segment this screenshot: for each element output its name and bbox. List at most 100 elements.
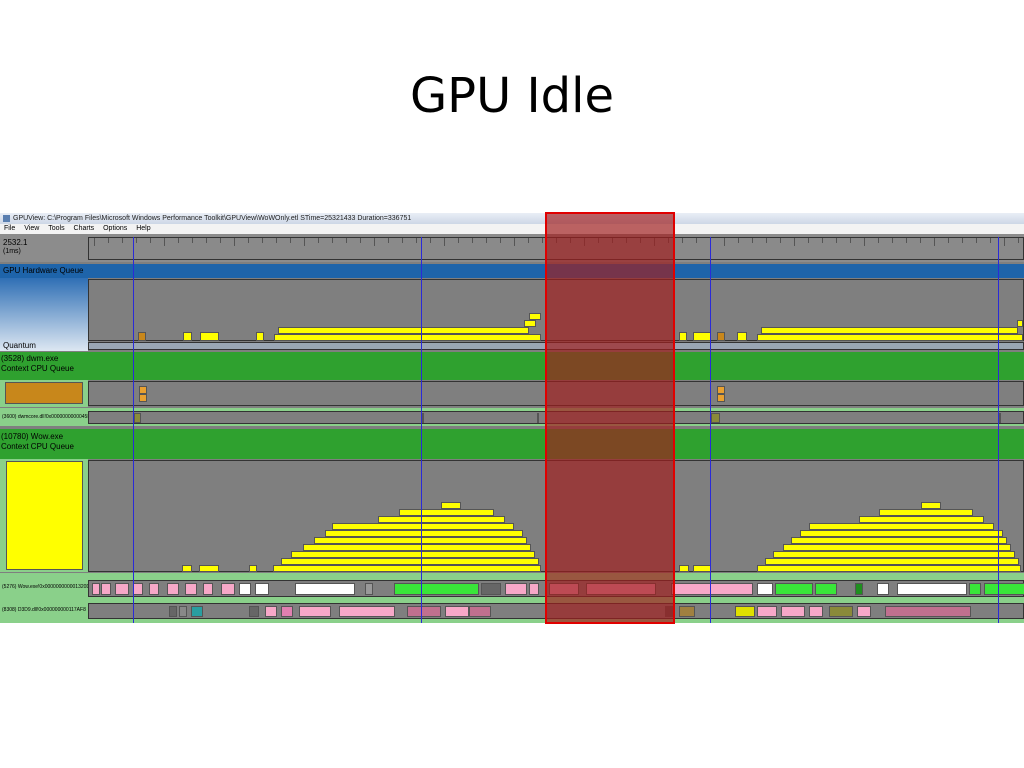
packet-block[interactable] [281,558,539,565]
thread-segment[interactable] [191,606,203,617]
packet-block[interactable] [757,334,1023,341]
thread-segment[interactable] [255,583,269,595]
menu-tools[interactable]: Tools [48,225,65,232]
thread-segment[interactable] [239,583,251,595]
thread-segment[interactable] [855,583,863,595]
thread-segment[interactable] [101,583,111,595]
thread-segment[interactable] [169,606,177,617]
packet-block[interactable] [717,394,725,402]
thread-segment[interactable] [281,606,293,617]
packet-block[interactable] [274,334,541,341]
thread-segment[interactable] [185,583,197,595]
thread-segment[interactable] [179,606,187,617]
packet-block[interactable] [693,565,711,572]
thread-segment[interactable] [815,583,837,595]
packet-block[interactable] [291,551,535,558]
packet-block[interactable] [809,523,994,530]
packet-block[interactable] [693,332,711,341]
packet-block[interactable] [757,565,1021,572]
packet-block[interactable] [199,565,219,572]
thread-segment[interactable] [221,583,235,595]
packet-block[interactable] [325,530,523,537]
thread-segment[interactable] [203,583,213,595]
packet-block[interactable] [378,516,505,523]
packet-block[interactable] [134,413,141,423]
thread-segment[interactable] [149,583,159,595]
thread-segment[interactable] [829,606,853,617]
thread-segment[interactable] [809,606,823,617]
thread-segment[interactable] [481,583,501,595]
menu-file[interactable]: File [4,225,16,232]
packet-block[interactable] [422,413,424,423]
thread-segment[interactable] [115,583,129,595]
packet-block[interactable] [1017,320,1023,327]
thread-segment[interactable] [529,583,539,595]
packet-block[interactable] [303,544,531,551]
packet-block[interactable] [139,394,147,402]
thread-segment[interactable] [505,583,527,595]
thread-segment[interactable] [445,606,469,617]
packet-block[interactable] [999,413,1001,423]
thread-segment[interactable] [133,583,143,595]
thread-segment[interactable] [757,583,773,595]
packet-block[interactable] [182,565,192,572]
thread-segment[interactable] [857,606,871,617]
thread-segment[interactable] [877,583,889,595]
packet-block[interactable] [791,537,1007,544]
thread-segment[interactable] [885,606,971,617]
packet-block[interactable] [717,386,725,394]
packet-block[interactable] [278,327,529,334]
packet-block[interactable] [332,523,514,530]
packet-block[interactable] [399,509,494,516]
thread-segment[interactable] [92,583,100,595]
menu-options[interactable]: Options [103,225,128,232]
menu-charts[interactable]: Charts [73,225,95,232]
packet-block[interactable] [773,551,1015,558]
thread-segment[interactable] [735,606,755,617]
thread-segment[interactable] [365,583,373,595]
packet-block[interactable] [765,558,1019,565]
thread-segment[interactable] [469,606,491,617]
thread-segment[interactable] [897,583,967,595]
menu-view[interactable]: View [24,225,40,232]
packet-block[interactable] [737,332,747,341]
thread-segment[interactable] [671,583,753,595]
packet-block[interactable] [679,565,689,572]
packet-block[interactable] [139,386,147,394]
packet-block[interactable] [921,502,941,509]
thread-segment[interactable] [679,606,695,617]
packet-block[interactable] [783,544,1011,551]
packet-block[interactable] [200,332,219,341]
packet-block[interactable] [679,332,687,341]
packet-block[interactable] [249,565,257,572]
thread-segment[interactable] [984,583,1024,595]
packet-block[interactable] [273,565,541,572]
thread-segment[interactable] [969,583,981,595]
thread-segment[interactable] [775,583,813,595]
thread-segment[interactable] [339,606,395,617]
packet-block[interactable] [529,313,541,320]
packet-block[interactable] [761,327,1018,334]
packet-block[interactable] [256,332,264,341]
thread-segment[interactable] [265,606,277,617]
packet-block[interactable] [879,509,973,516]
packet-block[interactable] [138,332,146,341]
thread-segment[interactable] [167,583,179,595]
packet-block[interactable] [183,332,192,341]
thread-segment[interactable] [249,606,259,617]
thread-segment[interactable] [295,583,355,595]
thread-segment[interactable] [781,606,805,617]
packet-block[interactable] [441,502,461,509]
packet-block[interactable] [717,332,725,341]
menu-help[interactable]: Help [136,225,151,232]
packet-block[interactable] [859,516,984,523]
packet-block[interactable] [800,530,1003,537]
packet-block[interactable] [524,320,536,327]
thread-segment[interactable] [299,606,331,617]
packet-block[interactable] [314,537,527,544]
thread-segment[interactable] [407,606,441,617]
thread-segment[interactable] [394,583,479,595]
thread-segment[interactable] [757,606,777,617]
packet-block[interactable] [711,413,720,423]
packet-block[interactable] [537,413,539,423]
